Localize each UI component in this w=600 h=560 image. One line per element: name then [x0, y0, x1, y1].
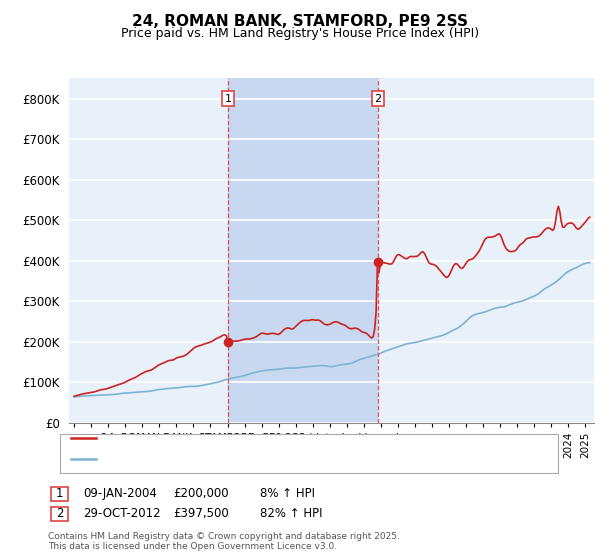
- Text: 2: 2: [374, 94, 382, 104]
- Text: 09-JAN-2004: 09-JAN-2004: [83, 487, 157, 501]
- Text: 1: 1: [56, 487, 63, 501]
- Bar: [228, 78, 378, 423]
- Text: £397,500: £397,500: [173, 507, 229, 520]
- Text: Price paid vs. HM Land Registry's House Price Index (HPI): Price paid vs. HM Land Registry's House …: [121, 27, 479, 40]
- Text: HPI: Average price, detached house, South Kesteven: HPI: Average price, detached house, Sout…: [101, 454, 375, 464]
- Text: 24, ROMAN BANK, STAMFORD, PE9 2SS: 24, ROMAN BANK, STAMFORD, PE9 2SS: [132, 14, 468, 29]
- Text: 29-OCT-2012: 29-OCT-2012: [83, 507, 160, 520]
- Text: 8% ↑ HPI: 8% ↑ HPI: [260, 487, 315, 501]
- Text: 82% ↑ HPI: 82% ↑ HPI: [260, 507, 322, 520]
- Text: Contains HM Land Registry data © Crown copyright and database right 2025.
This d: Contains HM Land Registry data © Crown c…: [48, 532, 400, 552]
- Text: 2: 2: [56, 507, 63, 520]
- Text: 1: 1: [224, 94, 232, 104]
- Text: 24, ROMAN BANK, STAMFORD, PE9 2SS (detached house): 24, ROMAN BANK, STAMFORD, PE9 2SS (detac…: [101, 433, 400, 443]
- Text: £200,000: £200,000: [173, 487, 229, 501]
